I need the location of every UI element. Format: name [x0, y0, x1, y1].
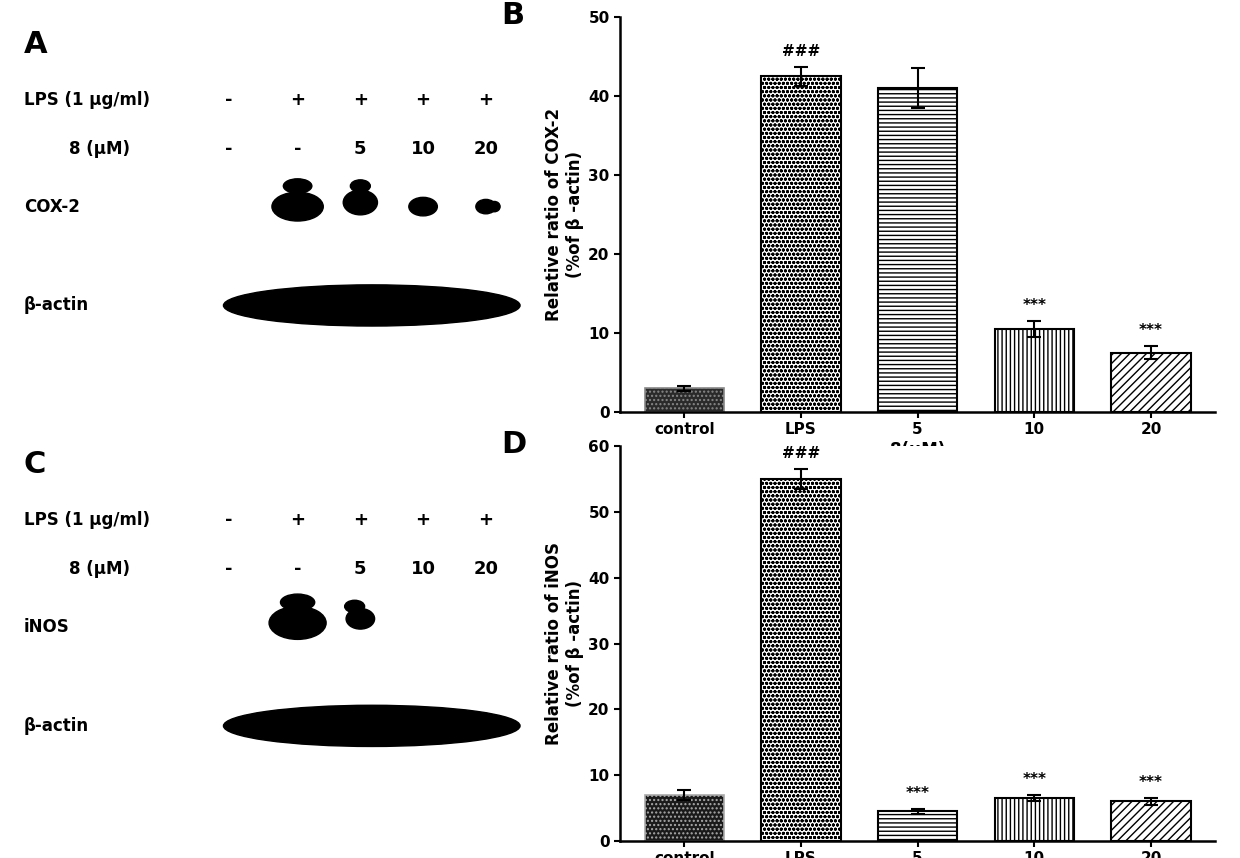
Ellipse shape: [489, 202, 500, 212]
Bar: [878, 812, 957, 841]
Text: ***: ***: [1140, 775, 1163, 790]
Text: LPS (1 μg/ml): LPS (1 μg/ml): [24, 511, 150, 529]
Text: +: +: [415, 91, 430, 108]
Text: B: B: [501, 2, 525, 30]
Text: 20: 20: [474, 560, 498, 578]
Ellipse shape: [345, 601, 365, 613]
Ellipse shape: [343, 190, 377, 214]
Text: 20: 20: [474, 140, 498, 158]
Ellipse shape: [476, 199, 496, 214]
Bar: [878, 88, 957, 412]
Ellipse shape: [223, 285, 520, 326]
Text: +: +: [290, 511, 305, 529]
Text: +: +: [415, 511, 430, 529]
Ellipse shape: [280, 594, 315, 611]
Y-axis label: Relative ratio of COX-2
(%of β -actin): Relative ratio of COX-2 (%of β -actin): [546, 108, 584, 321]
Text: 8 (μM): 8 (μM): [69, 560, 130, 578]
Text: ###: ###: [781, 446, 820, 462]
Ellipse shape: [409, 197, 438, 216]
Text: D: D: [501, 431, 526, 459]
Text: COX-2: COX-2: [24, 197, 79, 215]
Bar: [994, 798, 1074, 841]
Text: 10: 10: [410, 140, 435, 158]
Text: -: -: [294, 560, 301, 578]
Text: -: -: [226, 140, 233, 158]
Text: β-actin: β-actin: [24, 297, 89, 314]
Ellipse shape: [269, 607, 326, 639]
Bar: [645, 795, 724, 841]
Text: LPS (1 μg/ml): LPS (1 μg/ml): [24, 91, 150, 108]
Text: -: -: [294, 140, 301, 158]
Text: -: -: [226, 511, 233, 529]
Text: 8 (μM): 8 (μM): [69, 140, 130, 158]
X-axis label: 8(μM): 8(μM): [890, 441, 945, 459]
Bar: [1111, 353, 1190, 412]
Text: ***: ***: [1022, 772, 1047, 787]
Text: iNOS: iNOS: [24, 618, 69, 636]
Text: -: -: [226, 560, 233, 578]
Y-axis label: Relative ratio of iNOS
(%of β -actin): Relative ratio of iNOS (%of β -actin): [546, 542, 584, 745]
Text: β-actin: β-actin: [24, 717, 89, 734]
Text: 5: 5: [355, 560, 367, 578]
Text: ###: ###: [781, 44, 820, 59]
Text: ***: ***: [1140, 323, 1163, 338]
Text: -: -: [226, 91, 233, 108]
Bar: [761, 479, 841, 841]
Text: C: C: [24, 450, 46, 479]
Text: ***: ***: [1022, 299, 1047, 313]
Bar: [994, 329, 1074, 412]
Text: ***: ***: [905, 786, 930, 801]
Text: 10: 10: [410, 560, 435, 578]
Ellipse shape: [272, 192, 324, 221]
Bar: [761, 76, 841, 412]
Ellipse shape: [223, 705, 520, 746]
Ellipse shape: [284, 178, 312, 193]
Text: A: A: [24, 29, 47, 58]
Text: +: +: [290, 91, 305, 108]
Ellipse shape: [351, 180, 371, 192]
Bar: [1111, 801, 1190, 841]
Text: +: +: [353, 511, 368, 529]
Ellipse shape: [346, 608, 374, 629]
Text: +: +: [353, 91, 368, 108]
Text: 5: 5: [355, 140, 367, 158]
Bar: [645, 388, 724, 412]
Text: +: +: [479, 511, 494, 529]
Text: +: +: [479, 91, 494, 108]
